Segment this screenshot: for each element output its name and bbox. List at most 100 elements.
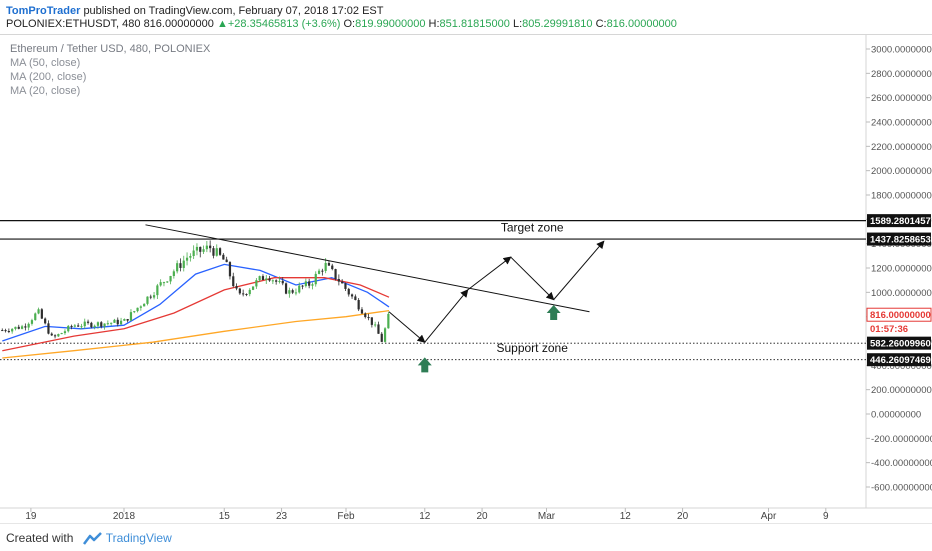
candle-body-70 [232,276,235,287]
candle-body-46 [152,295,156,298]
candle-body-91 [301,285,304,287]
candle-body-98 [324,262,327,271]
candle-body-106 [350,294,354,297]
x-tick-label-4: Feb [337,511,355,521]
author-link[interactable]: TomProTrader [6,5,81,17]
level-price-tag-3: 446.26097469 [870,355,931,366]
published-text: published on TradingView.com, February 0… [83,5,384,17]
candle-body-2 [7,331,10,333]
candle-body-3 [11,328,14,332]
candle-body-112 [370,317,373,325]
candle-body-74 [245,294,248,296]
candle-body-77 [255,280,258,287]
candle-body-92 [304,281,307,287]
candle-body-108 [357,300,360,310]
candle-body-37 [123,319,126,321]
candle-body-8 [27,323,30,328]
candle-body-66 [218,248,222,255]
candle-body-38 [126,319,129,321]
x-tick-label-7: Mar [538,511,556,521]
legend-ma200[interactable]: MA (200, close) [10,71,87,83]
candle-body-114 [377,324,380,334]
footer: Created with TradingView [0,523,932,551]
candle-body-7 [24,326,27,328]
projection-arrow-1 [424,289,469,343]
candle-body-22 [73,325,76,327]
candle-body-34 [113,319,116,323]
y-tick-label-5: 2000.00000000 [871,166,932,177]
tradingview-logo-icon[interactable] [82,532,103,548]
candle-body-6 [20,326,24,329]
candle-body-29 [96,322,100,326]
candle-body-87 [288,290,291,294]
level-price-tag-2-bg [867,336,931,350]
created-with: Created with TradingView [6,531,172,548]
level-price-tag-2: 582.26009960 [870,339,931,350]
candle-body-67 [222,254,225,260]
x-tick-label-6: 20 [477,511,489,521]
candle-body-26 [86,321,90,323]
candle-body-12 [40,309,43,319]
candle-body-109 [360,309,364,314]
x-tick-label-8: 12 [620,511,632,521]
legend-ma50[interactable]: MA (50, close) [10,57,81,69]
chart-legend: Ethereum / Tether USD, 480, POLONIEX MA … [10,42,210,98]
change-up-icon: ▲ [216,18,228,30]
candle-body-102 [337,279,340,282]
y-tick-label-15: 0.00000000 [871,410,921,421]
ma-line-1 [2,277,390,352]
candle-body-9 [30,320,34,324]
candle-body-58 [192,250,195,257]
candle-body-64 [212,248,215,256]
candle-body-23 [77,325,80,327]
candle-body-99 [327,262,331,266]
candle-body-94 [311,284,314,286]
level-price-tag-0-bg [867,214,931,228]
candle-body-47 [156,285,159,296]
candle-body-55 [182,260,185,268]
low-label: L: [512,18,523,30]
candle-body-56 [185,257,189,261]
candle-body-71 [235,286,238,289]
y-tick-label-1: 2800.00000000 [871,69,932,80]
candle-body-83 [275,280,278,282]
candle-body-52 [172,271,175,276]
x-tick-label-3: 23 [276,511,288,521]
legend-title: Ethereum / Tether USD, 480, POLONIEX [10,43,211,55]
candle-body-19 [63,331,67,334]
candle-body-51 [169,275,172,282]
y-tick-label-16: -200.00000000 [871,434,932,445]
candle-body-65 [215,248,218,256]
candle-body-113 [374,324,377,326]
up-signal-arrow-icon-1 [546,305,561,321]
candle-body-1 [4,330,7,332]
candle-body-100 [331,265,334,270]
candle-body-31 [103,323,106,327]
tradingview-brand[interactable]: TradingView [105,531,172,545]
candle-body-21 [70,325,73,327]
projection-arrow-4 [553,240,605,300]
candle-body-54 [179,263,182,268]
up-signal-arrow-icon-0 [417,357,432,373]
zone-label-0: Target zone [501,221,564,235]
candle-body-39 [129,312,133,321]
candle-body-14 [47,323,50,334]
x-tick-label-0: 19 [25,511,37,521]
chart-area[interactable]: Target zone Support zone 3000.00000000 280… [0,34,932,522]
current-price-tag-border [866,307,932,322]
chart-header: TomProTrader published on TradingView.co… [0,0,932,34]
candle-body-28 [93,325,96,328]
candle-body-30 [100,322,103,327]
candle-body-42 [139,306,142,308]
legend-ma20[interactable]: MA (20, close) [10,85,81,97]
candle-body-59 [195,246,199,251]
price-chart[interactable]: Target zone Support zone 3000.00000000 280… [0,35,932,522]
candle-body-0 [1,330,4,332]
candle-body-79 [261,276,265,280]
candle-body-69 [228,262,232,277]
candle-body-73 [242,293,245,295]
candle-body-48 [159,282,162,286]
candle-body-104 [344,283,347,289]
candle-body-82 [271,280,274,282]
symbol-name: POLONIEX:ETHUSDT, 480 [6,18,141,30]
